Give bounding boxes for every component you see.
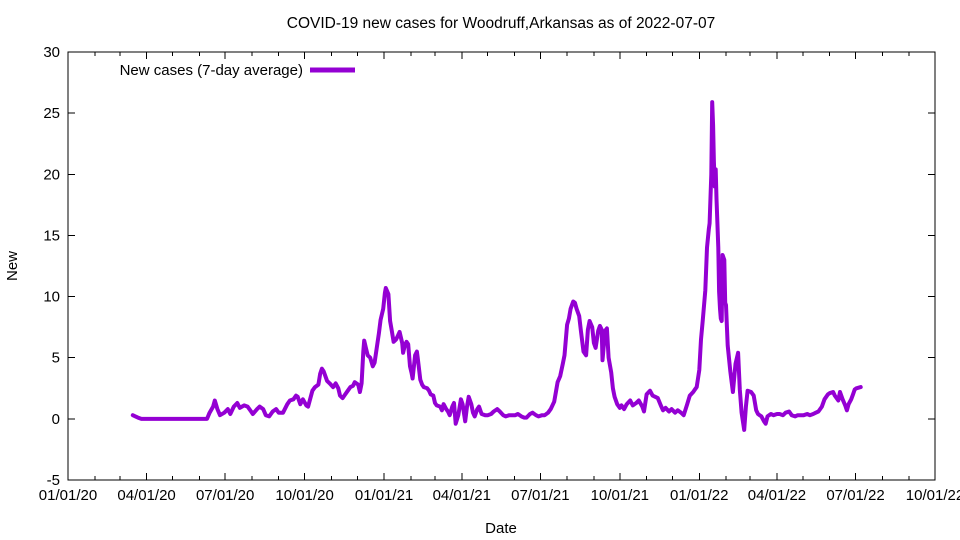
data-series-line <box>130 100 863 432</box>
chart-title: COVID-19 new cases for Woodruff,Arkansas… <box>287 15 715 32</box>
x-tick-label: 10/01/22 <box>906 487 960 504</box>
y-axis-label: New <box>4 251 21 281</box>
x-tick-label: 04/01/22 <box>748 487 806 504</box>
tick-labels: -5 0 5 10 15 20 25 30 01/01/20 04/01/20 07/01/20 10… <box>39 44 960 504</box>
x-tick-label: 04/01/21 <box>433 487 491 504</box>
x-tick-label: 04/01/20 <box>117 487 175 504</box>
x-tick-label: 07/01/22 <box>826 487 884 504</box>
y-tick-label: 20 <box>43 166 60 183</box>
y-tick-label: 15 <box>43 227 60 244</box>
x-tick-label: 01/01/20 <box>39 487 97 504</box>
x-tick-label: 07/01/20 <box>196 487 254 504</box>
y-tick-label: 30 <box>43 44 60 61</box>
y-tick-label: 0 <box>52 411 60 428</box>
x-axis-label: Date <box>485 520 517 537</box>
plot-border <box>67 51 936 481</box>
y-tick-label: 10 <box>43 289 60 306</box>
y-tick-label: 25 <box>43 105 60 122</box>
y-tick-label: -5 <box>47 472 60 489</box>
x-tick-label: 10/01/21 <box>591 487 649 504</box>
series-polyline <box>130 100 863 432</box>
x-tick-label: 07/01/21 <box>511 487 569 504</box>
legend-label: New cases (7-day average) <box>120 62 303 79</box>
x-tick-label: 01/01/21 <box>355 487 413 504</box>
plot-axes <box>67 51 936 481</box>
x-tick-label: 01/01/22 <box>670 487 728 504</box>
x-tick-label: 10/01/20 <box>275 487 333 504</box>
y-tick-label: 5 <box>52 350 60 367</box>
